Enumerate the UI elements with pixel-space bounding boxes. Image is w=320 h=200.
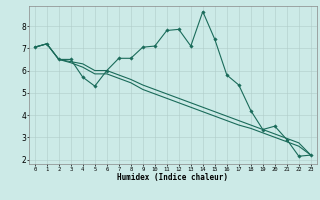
X-axis label: Humidex (Indice chaleur): Humidex (Indice chaleur)	[117, 173, 228, 182]
